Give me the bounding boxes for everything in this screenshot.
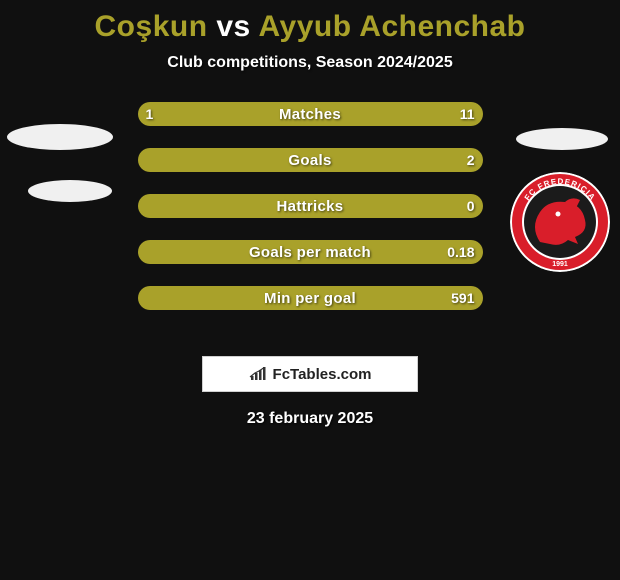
attribution-badge: FcTables.com (202, 356, 418, 392)
club-logo-year: 1991 (552, 261, 568, 268)
stat-value-right: 0.18 (447, 244, 474, 260)
stat-value-left: 1 (146, 106, 154, 122)
avatar-placeholder-left-2 (28, 180, 112, 202)
stat-label: Min per goal (264, 290, 356, 307)
avatar-placeholder-left-1 (7, 124, 113, 150)
stat-value-right: 2 (467, 152, 475, 168)
stat-label: Goals (288, 152, 331, 169)
date-text: 23 february 2025 (0, 410, 620, 428)
stat-row: Min per goal 591 (138, 286, 483, 310)
page-title: Coşkun vs Ayyub Achenchab (0, 0, 620, 44)
player2-name: Ayyub Achenchab (258, 10, 525, 43)
stat-label: Matches (279, 106, 341, 123)
player1-name: Coşkun (95, 10, 208, 43)
club-logo: FC FREDERICIA 1991 (510, 172, 610, 272)
stat-value-right: 591 (451, 290, 474, 306)
chart-icon (249, 367, 267, 381)
stat-label: Goals per match (249, 244, 371, 261)
stat-row: Hattricks 0 (138, 194, 483, 218)
stat-row: Goals per match 0.18 (138, 240, 483, 264)
stat-value-right: 0 (467, 198, 475, 214)
stat-row: 1 Matches 11 (138, 102, 483, 126)
vs-text: vs (216, 10, 250, 43)
subtitle: Club competitions, Season 2024/2025 (0, 54, 620, 72)
stat-label: Hattricks (277, 198, 344, 215)
stat-row: Goals 2 (138, 148, 483, 172)
stat-value-right: 11 (460, 106, 475, 122)
avatar-placeholder-right-1 (516, 128, 608, 150)
attribution-text: FcTables.com (273, 366, 372, 383)
